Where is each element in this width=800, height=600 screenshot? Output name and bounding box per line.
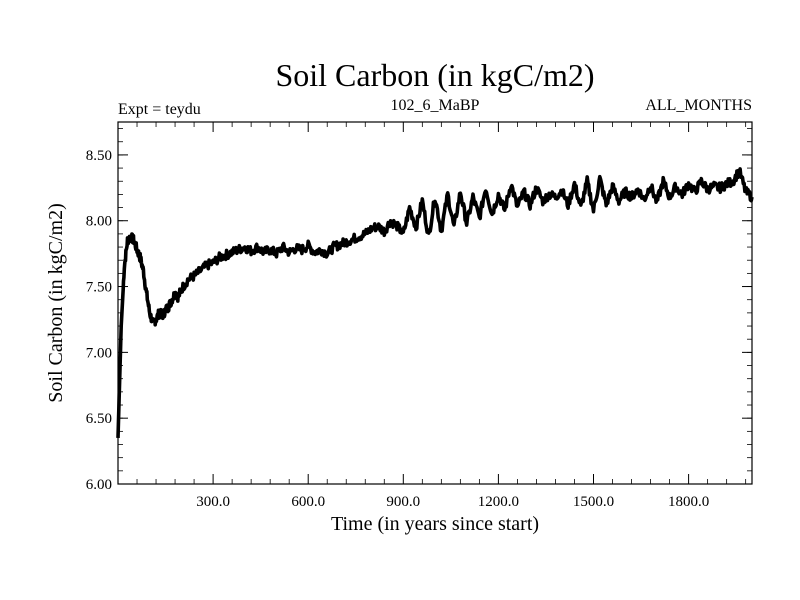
x-tick-label: 1500.0 <box>573 494 614 510</box>
soil-carbon-series-line <box>116 167 754 438</box>
subtitle-left: Expt = teydu <box>118 101 201 118</box>
y-tick-label: 7.00 <box>86 345 112 361</box>
x-tick-label: 600.0 <box>291 494 325 510</box>
plot-frame <box>117 121 753 485</box>
y-axis-ticks: 6.00 6.50 7.00 7.50 8.00 8.50 <box>86 128 752 493</box>
y-tick-label: 6.50 <box>86 411 112 427</box>
chart-title: Soil Carbon (in kgC/m2) <box>275 57 594 93</box>
x-tick-label: 300.0 <box>196 494 230 510</box>
x-axis-label: Time (in years since start) <box>331 513 539 535</box>
y-tick-label: 7.50 <box>86 280 112 296</box>
subtitle-center: 102_6_MaBP <box>391 97 480 114</box>
x-axis-ticks: 300.0 600.0 900.0 1200.0 1500.0 1800.0 <box>136 122 747 510</box>
x-tick-label: 900.0 <box>386 494 420 510</box>
subtitle-right: ALL_MONTHS <box>645 97 752 114</box>
x-tick-label: 1200.0 <box>478 494 519 510</box>
x-tick-label: 1800.0 <box>668 494 709 510</box>
y-axis-label: Soil Carbon (in kgC/m2) <box>45 203 67 402</box>
y-tick-label: 8.50 <box>86 148 112 164</box>
y-tick-label: 8.00 <box>86 214 112 230</box>
y-tick-label: 6.00 <box>86 477 112 493</box>
